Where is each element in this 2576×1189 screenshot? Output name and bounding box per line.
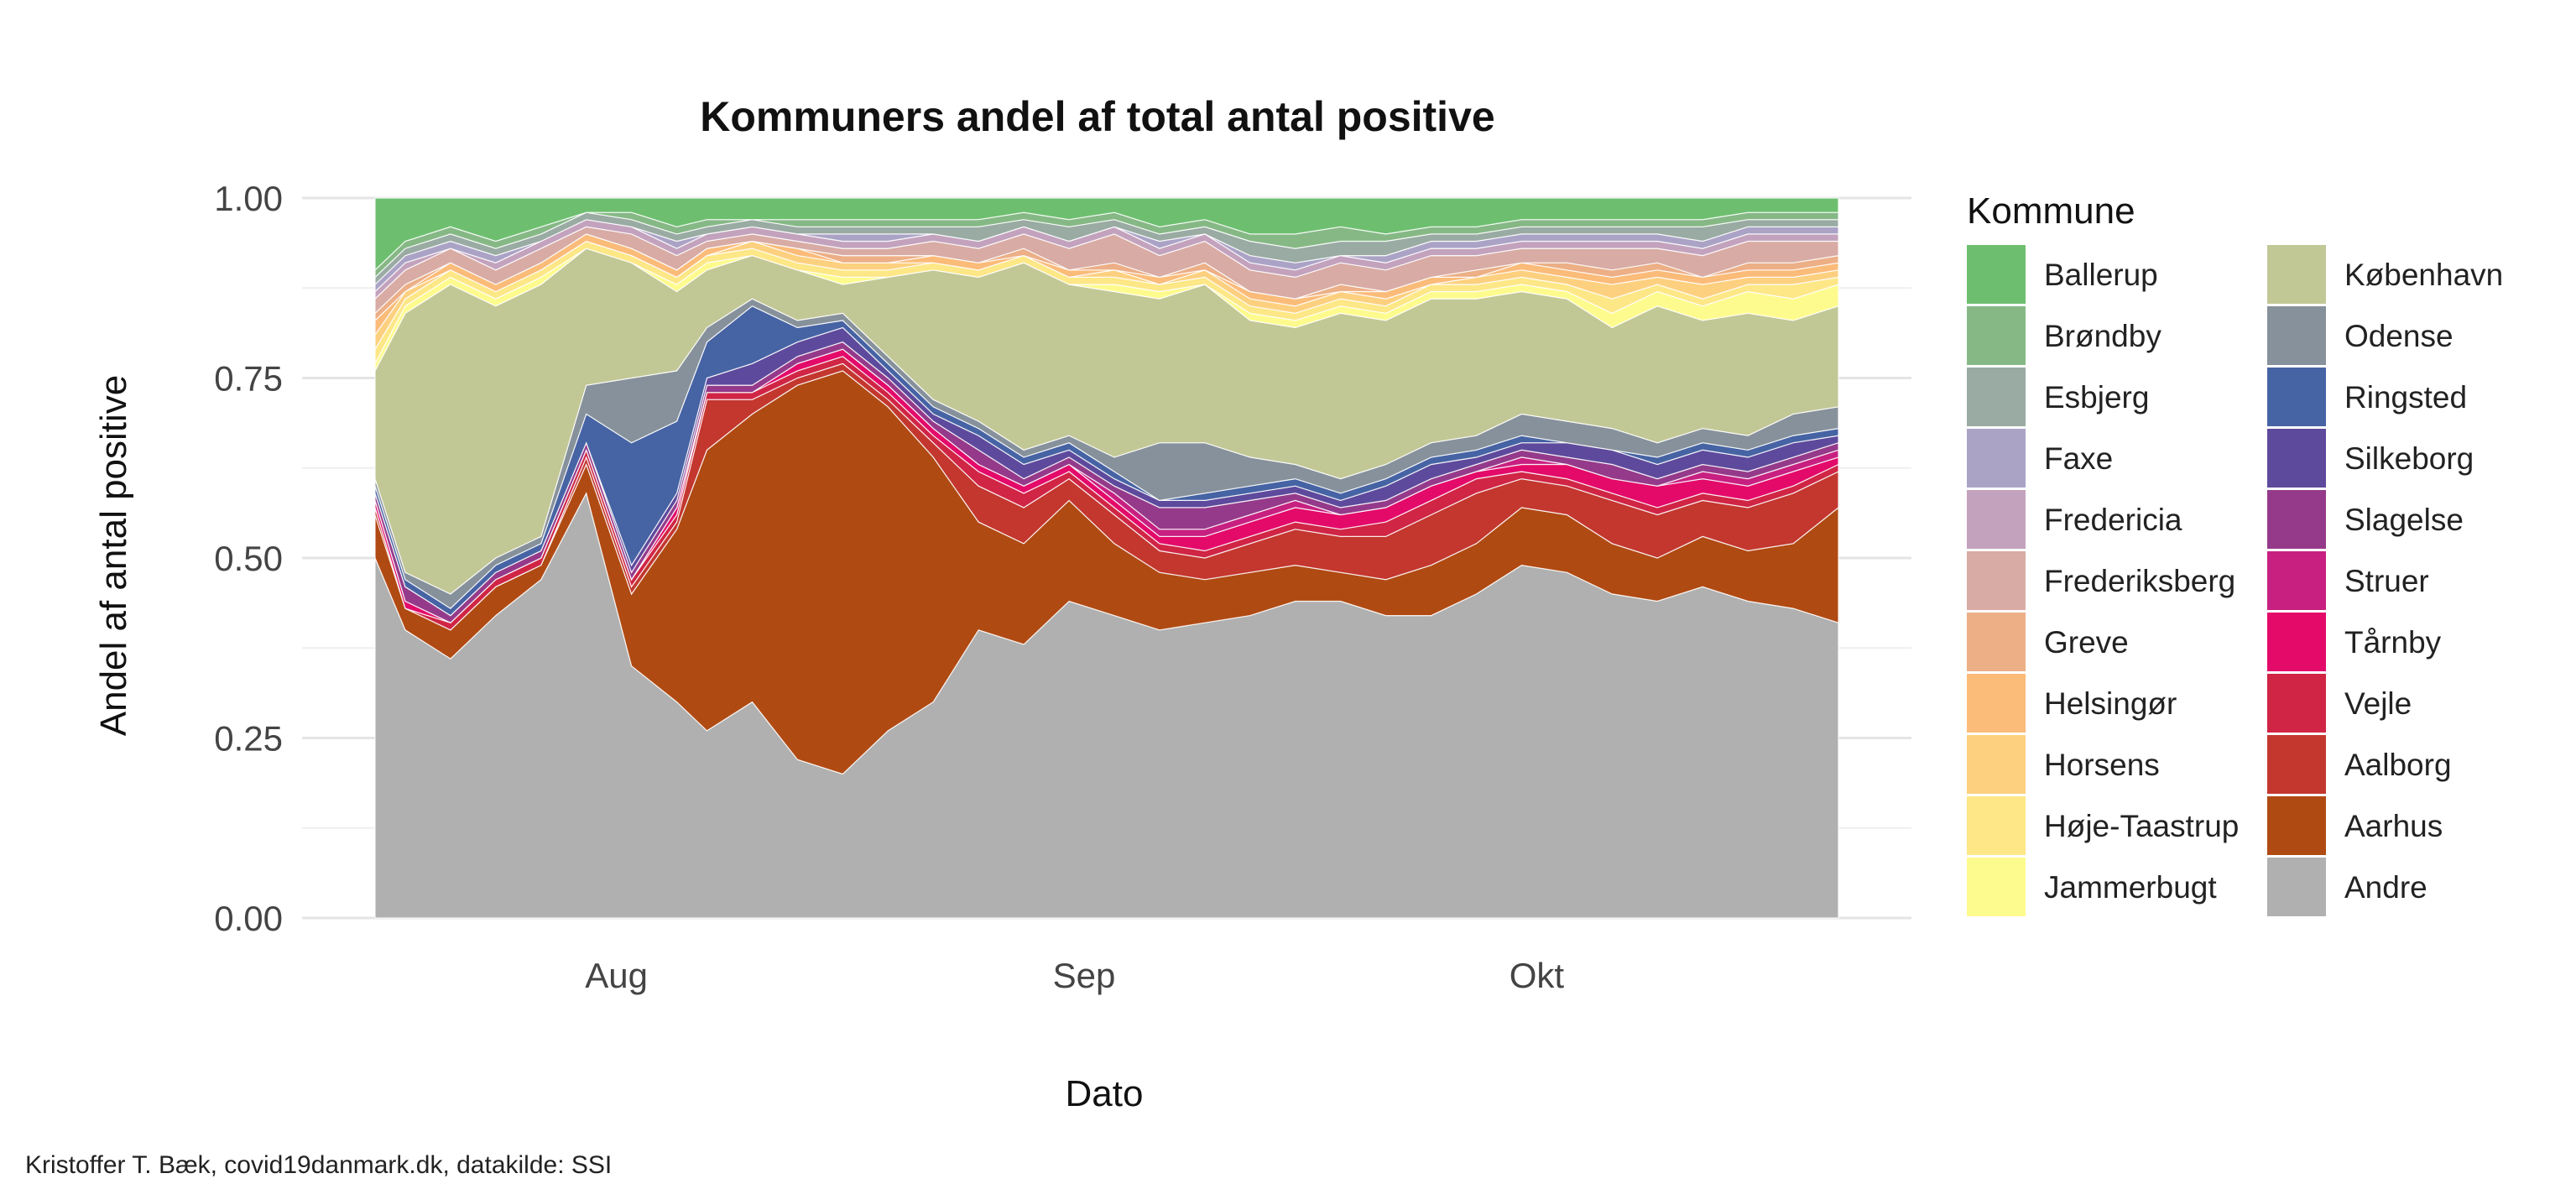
legend-key-hoje-taastrup	[1967, 796, 2026, 855]
legend-key-kobenhavn	[2267, 245, 2326, 304]
legend-key-esbjerg	[1967, 368, 2026, 426]
legend-label-horsens: Horsens	[2044, 748, 2160, 782]
legend-label-esbjerg: Esbjerg	[2044, 380, 2149, 415]
legend-label-ringsted: Ringsted	[2344, 380, 2467, 415]
legend-label-fredericia: Fredericia	[2044, 503, 2182, 537]
legend-key-struer	[2267, 551, 2326, 610]
x-axis-label: Dato	[1066, 1073, 1144, 1114]
legend-label-frederiksberg: Frederiksberg	[2044, 564, 2235, 598]
legend-label-greve: Greve	[2044, 625, 2129, 660]
legend-label-aalborg: Aalborg	[2344, 748, 2452, 782]
x-tick-label: Aug	[585, 956, 648, 995]
legend-label-faxe: Faxe	[2044, 441, 2113, 476]
legend-key-fredericia	[1967, 490, 2026, 549]
legend-key-aalborg	[2267, 735, 2326, 794]
legend-label-brondby: Brøndby	[2044, 319, 2161, 353]
legend-key-helsingor	[1967, 674, 2026, 733]
legend-key-andre	[2267, 858, 2326, 916]
legend-key-greve	[1967, 613, 2026, 671]
legend-label-hoje-taastrup: Høje-Taastrup	[2044, 809, 2239, 843]
chart-title: Kommuners andel af total antal positive	[700, 93, 1494, 140]
legend-key-ballerup	[1967, 245, 2026, 304]
legend-key-jammerbugt	[1967, 858, 2026, 916]
legend-title: Kommune	[1967, 190, 2135, 232]
legend-key-slagelse	[2267, 490, 2326, 549]
area-series	[374, 197, 1839, 919]
legend-label-kobenhavn: København	[2344, 258, 2503, 292]
y-tick-label: 0.00	[214, 899, 283, 938]
legend-key-faxe	[1967, 429, 2026, 488]
legend-label-aarhus: Aarhus	[2344, 809, 2443, 843]
legend: Kommune Ballerup Brøndby Esbjerg Faxe Freder…	[1967, 190, 2503, 916]
x-axis-ticks: Aug Sep Okt	[585, 956, 1564, 995]
legend-label-ballerup: Ballerup	[2044, 258, 2158, 292]
y-axis-label: Andel af antal positive	[93, 375, 134, 737]
y-tick-label: 0.50	[214, 539, 283, 578]
y-tick-label: 0.25	[214, 719, 283, 759]
legend-key-silkeborg	[2267, 429, 2326, 488]
caption: Kristoffer T. Bæk, covid19danmark.dk, da…	[25, 1151, 612, 1179]
legend-key-aarhus	[2267, 796, 2326, 855]
legend-key-odense	[2267, 306, 2326, 365]
legend-label-andre: Andre	[2344, 870, 2427, 905]
legend-key-vejle	[2267, 674, 2326, 733]
x-tick-label: Sep	[1053, 956, 1116, 995]
x-tick-label: Okt	[1510, 956, 1565, 995]
legend-label-odense: Odense	[2344, 319, 2453, 353]
legend-key-ringsted	[2267, 368, 2326, 426]
y-tick-label: 0.75	[214, 359, 283, 399]
y-axis-ticks: 0.00 0.25 0.50 0.75 1.00	[214, 179, 283, 938]
legend-key-brondby	[1967, 306, 2026, 365]
legend-label-tarnby: Tårnby	[2344, 625, 2442, 660]
legend-label-helsingor: Helsingør	[2044, 686, 2177, 721]
legend-label-vejle: Vejle	[2344, 686, 2412, 721]
legend-label-slagelse: Slagelse	[2344, 503, 2464, 537]
y-tick-label: 1.00	[214, 179, 283, 218]
legend-label-struer: Struer	[2344, 564, 2429, 598]
legend-label-silkeborg: Silkeborg	[2344, 441, 2474, 476]
legend-key-tarnby	[2267, 613, 2326, 671]
area-ballerup	[374, 197, 1839, 272]
legend-key-frederiksberg	[1967, 551, 2026, 610]
legend-key-horsens	[1967, 735, 2026, 794]
legend-label-jammerbugt: Jammerbugt	[2044, 870, 2217, 905]
